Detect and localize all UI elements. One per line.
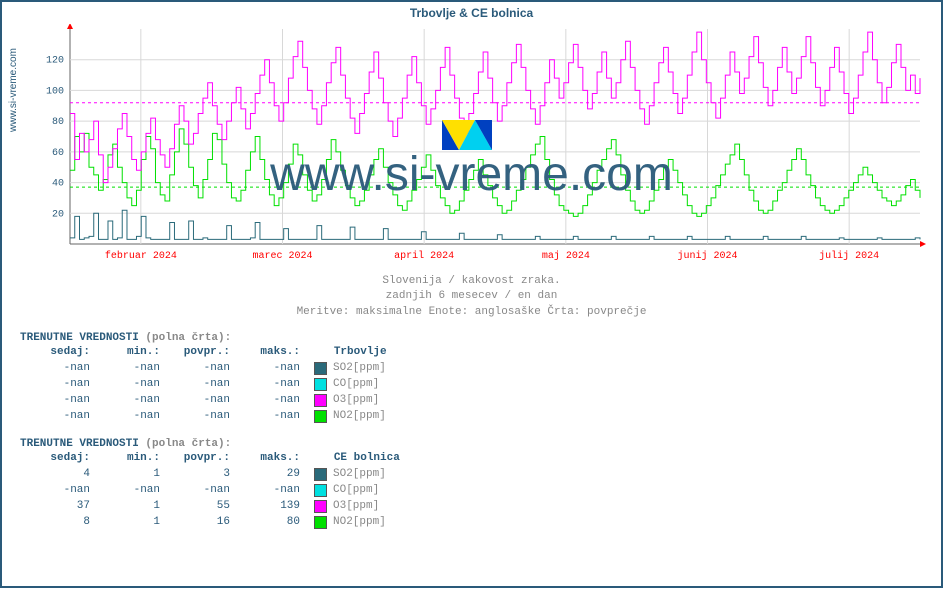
chart-title: Trbovlje & CE bolnica (2, 2, 941, 20)
cell: 3 (160, 468, 230, 480)
color-swatch (314, 484, 327, 497)
subtitle-line: Meritve: maksimalne Enote: anglosaške Čr… (2, 305, 941, 320)
data-tables: TRENUTNE VREDNOSTI (polna črta):sedaj:mi… (20, 332, 400, 544)
svg-text:40: 40 (52, 179, 64, 190)
cell: -nan (90, 378, 160, 390)
cell: 55 (160, 500, 230, 512)
table-title: TRENUTNE VREDNOSTI (polna črta): (20, 332, 400, 344)
color-swatch (314, 378, 327, 391)
cell: -nan (20, 410, 90, 422)
cell: 1 (90, 468, 160, 480)
svg-text:60: 60 (52, 148, 64, 159)
series-label: O3[ppm] (333, 500, 379, 512)
svg-text:april 2024: april 2024 (394, 250, 454, 262)
cell: 80 (230, 516, 300, 528)
cell: 139 (230, 500, 300, 512)
svg-text:20: 20 (52, 209, 64, 220)
table-row: -nan-nan-nan-nanCO[ppm] (20, 376, 400, 392)
table-row: 811680 NO2[ppm] (20, 514, 400, 530)
table-header-row: sedaj:min.:povpr.:maks.: CE bolnica (20, 450, 400, 466)
series-label: NO2[ppm] (333, 516, 386, 528)
cell: 16 (160, 516, 230, 528)
cell: 37 (20, 500, 90, 512)
cell: 4 (20, 468, 90, 480)
subtitle-line: Slovenija / kakovost zraka. (2, 274, 941, 289)
color-swatch (314, 468, 327, 481)
svg-text:junij 2024: junij 2024 (677, 250, 737, 262)
cell: -nan (160, 410, 230, 422)
series-label: NO2[ppm] (333, 410, 386, 422)
col-header: povpr.: (160, 452, 230, 464)
cell: 1 (90, 500, 160, 512)
value-table: TRENUTNE VREDNOSTI (polna črta):sedaj:mi… (20, 332, 400, 424)
table-title: TRENUTNE VREDNOSTI (polna črta): (20, 438, 400, 450)
cell: -nan (90, 394, 160, 406)
svg-text:maj 2024: maj 2024 (542, 250, 590, 262)
location-label: Trbovlje (314, 346, 387, 358)
cell: -nan (90, 362, 160, 374)
table-row: -nan-nan-nan-nanO3[ppm] (20, 392, 400, 408)
cell: -nan (230, 362, 300, 374)
col-header: maks.: (230, 346, 300, 358)
svg-text:80: 80 (52, 117, 64, 128)
col-header: sedaj: (20, 346, 90, 358)
color-swatch (314, 394, 327, 407)
series-label: CO[ppm] (333, 484, 379, 496)
series-label: CO[ppm] (333, 378, 379, 390)
table-row: 37155139 O3[ppm] (20, 498, 400, 514)
series-label: SO2[ppm] (333, 468, 386, 480)
cell: -nan (160, 394, 230, 406)
col-header: maks.: (230, 452, 300, 464)
subtitle: Slovenija / kakovost zraka. zadnjih 6 me… (2, 274, 941, 320)
table-row: -nan-nan-nan-nanCO[ppm] (20, 482, 400, 498)
table-row: -nan-nan-nan-nanSO2[ppm] (20, 360, 400, 376)
svg-text:100: 100 (46, 86, 64, 97)
chart-area: 20 40 60 80 100 120 februar 2024 marec 2024 apri… (30, 24, 930, 264)
col-header: povpr.: (160, 346, 230, 358)
value-table: TRENUTNE VREDNOSTI (polna črta):sedaj:mi… (20, 438, 400, 530)
cell: -nan (160, 378, 230, 390)
cell: 1 (90, 516, 160, 528)
series-label: O3[ppm] (333, 394, 379, 406)
cell: -nan (230, 410, 300, 422)
subtitle-line: zadnjih 6 mesecev / en dan (2, 289, 941, 304)
svg-text:julij 2024: julij 2024 (819, 250, 879, 262)
cell: -nan (90, 410, 160, 422)
cell: -nan (230, 378, 300, 390)
table-header-row: sedaj:min.:povpr.:maks.: Trbovlje (20, 344, 400, 360)
table-row: 41329 SO2[ppm] (20, 466, 400, 482)
series-label: SO2[ppm] (333, 362, 386, 374)
chart-frame: Trbovlje & CE bolnica www.si-vreme.com 2… (0, 0, 943, 588)
svg-text:marec 2024: marec 2024 (252, 251, 312, 262)
chart-svg: 20 40 60 80 100 120 februar 2024 marec 2024 apri… (30, 24, 930, 264)
location-label: CE bolnica (314, 452, 400, 464)
color-swatch (314, 410, 327, 423)
cell: -nan (20, 394, 90, 406)
cell: -nan (230, 394, 300, 406)
cell: -nan (160, 484, 230, 496)
col-header: sedaj: (20, 452, 90, 464)
side-label: www.si-vreme.com (8, 48, 19, 132)
color-swatch (314, 500, 327, 513)
cell: -nan (20, 378, 90, 390)
color-swatch (314, 362, 327, 375)
col-header: min.: (90, 452, 160, 464)
cell: -nan (160, 362, 230, 374)
cell: 8 (20, 516, 90, 528)
color-swatch (314, 516, 327, 529)
cell: -nan (20, 362, 90, 374)
col-header: min.: (90, 346, 160, 358)
table-row: -nan-nan-nan-nanNO2[ppm] (20, 408, 400, 424)
cell: -nan (20, 484, 90, 496)
cell: -nan (230, 484, 300, 496)
cell: 29 (230, 468, 300, 480)
svg-text:februar 2024: februar 2024 (105, 250, 177, 262)
svg-text:120: 120 (46, 56, 64, 67)
cell: -nan (90, 484, 160, 496)
